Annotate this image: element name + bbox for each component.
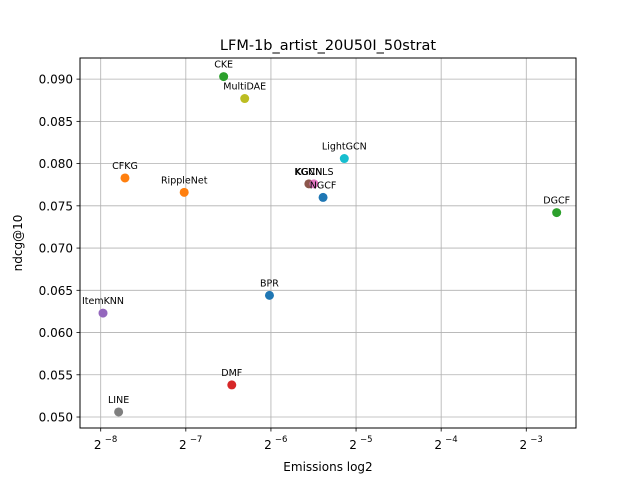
point-labels: CKE MultiDAE LightGCN CFKG RippleNet KGCNKGNN…	[82, 60, 570, 406]
point-label: RippleNet	[161, 175, 208, 186]
data-point	[318, 192, 328, 202]
data-point	[339, 154, 349, 164]
plot-area-frame	[79, 57, 577, 429]
point-label: CFKG	[112, 161, 138, 172]
data-point	[114, 407, 124, 417]
data-point	[264, 290, 274, 300]
data-point	[227, 380, 237, 390]
point-label: DGCF	[543, 196, 570, 207]
data-point	[552, 208, 562, 218]
x-tick-label: 2	[264, 438, 272, 452]
x-tick-exponent: −4	[445, 435, 458, 445]
y-tick-label: 0.055	[39, 368, 73, 382]
data-point	[219, 72, 229, 82]
point-label: NGCF	[310, 180, 337, 191]
x-tick-label: 2	[94, 438, 102, 452]
x-tick-exponent: −8	[105, 435, 118, 445]
y-tick-label: 0.050	[39, 411, 73, 425]
point-label: LINE	[108, 395, 129, 406]
data-point	[240, 94, 250, 104]
x-tick-exponent: −5	[360, 435, 373, 445]
y-tick-label: 0.070	[39, 242, 73, 256]
data-point	[309, 179, 319, 189]
data-point	[179, 187, 189, 197]
y-tick-label: 0.080	[39, 157, 73, 171]
data-point	[120, 173, 130, 183]
x-tick-label: 2	[434, 438, 442, 452]
data-point	[98, 308, 108, 318]
x-tick-exponent: −7	[190, 435, 203, 445]
x-tick-label: 2	[179, 438, 187, 452]
y-tick-label: 0.065	[39, 284, 73, 298]
point-label: LightGCN	[322, 142, 367, 153]
point-label: KGNNLS	[294, 167, 333, 178]
x-tick-label: 2	[349, 438, 357, 452]
y-tick-label: 0.060	[39, 326, 73, 340]
point-label: DMF	[221, 368, 242, 379]
x-axis-label: Emissions log2	[283, 460, 372, 474]
x-tick-exponent: −6	[275, 435, 288, 445]
y-axis-label: ndcg@10	[11, 215, 25, 272]
y-tick-label: 0.085	[39, 115, 73, 129]
point-label: BPR	[260, 278, 279, 289]
point-label: KGCN	[295, 167, 322, 178]
point-label: CKE	[214, 60, 233, 71]
data-points	[98, 72, 562, 417]
x-tick-exponent: −3	[530, 435, 543, 445]
point-label: ItemKNN	[82, 296, 124, 307]
point-label: MultiDAE	[223, 82, 266, 93]
axis-ticks: 2 −8 2 −7 2 −6 2 −5 2 −4 2 −30.0500.0550.0600.0650.…	[39, 73, 543, 452]
x-tick-label: 2	[519, 438, 527, 452]
y-tick-label: 0.090	[39, 73, 73, 87]
grid	[80, 58, 576, 428]
y-tick-label: 0.075	[39, 199, 73, 213]
chart-title: LFM-1b_artist_20U50I_50strat	[220, 38, 436, 54]
